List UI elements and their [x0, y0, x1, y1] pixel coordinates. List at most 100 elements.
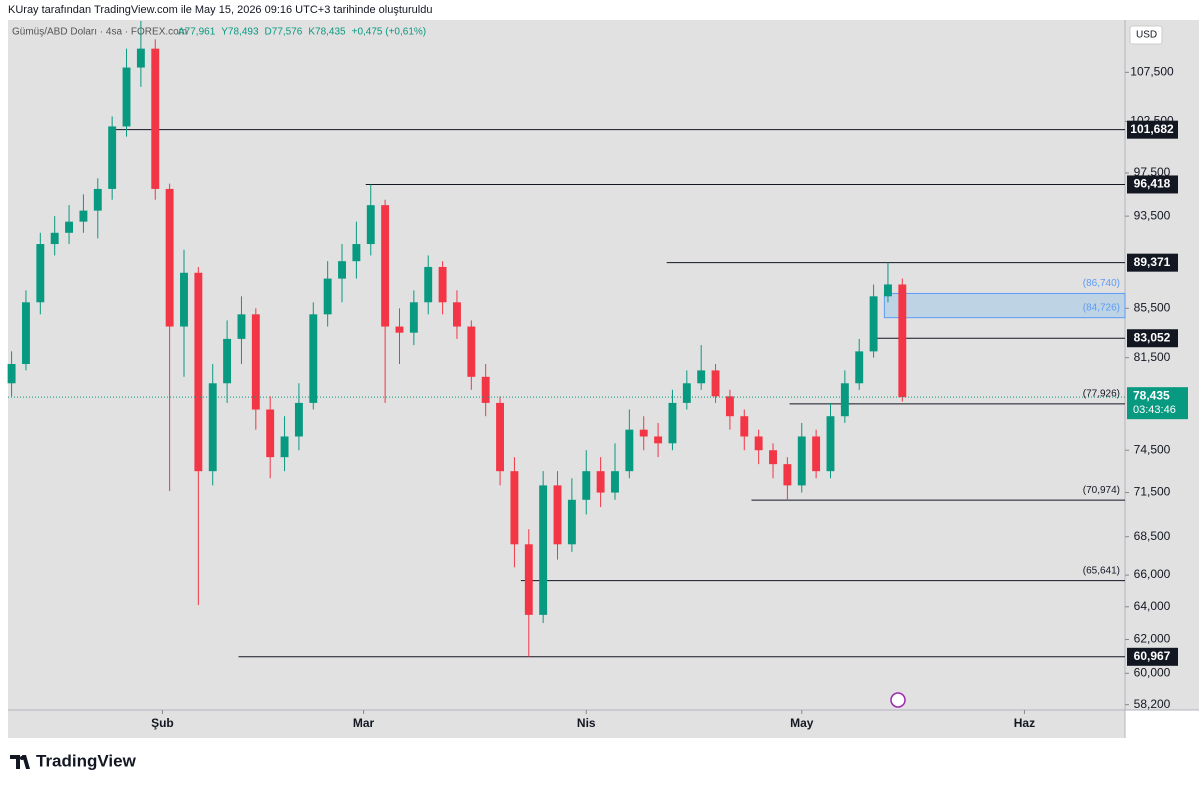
- y-tick-label: 60,000: [1134, 665, 1171, 679]
- candle-body: [682, 383, 691, 403]
- candle-body: [453, 302, 461, 327]
- brand-logo: TradingView: [10, 751, 137, 770]
- level-label: 83,052: [1134, 330, 1171, 344]
- x-tick-label: Nis: [577, 716, 596, 730]
- candle-body: [251, 314, 260, 410]
- candle-body: [582, 471, 591, 500]
- candle-body: [625, 429, 634, 472]
- candle-body: [855, 351, 864, 384]
- candle-body: [711, 370, 720, 397]
- candle-body: [194, 272, 203, 472]
- zone-label: (84,726): [1083, 302, 1120, 313]
- last-price-label: 78,435: [1133, 388, 1170, 402]
- candle-body: [539, 485, 548, 615]
- x-tick-label: Mar: [353, 716, 375, 730]
- legend-value: A77,961: [178, 27, 216, 38]
- y-tick-label: 74,500: [1134, 442, 1171, 456]
- level-label: 89,371: [1134, 255, 1171, 269]
- header: KUray tarafından TradingView.com ile May…: [8, 4, 432, 16]
- level-box: [1127, 253, 1178, 272]
- candle-body: [496, 402, 505, 472]
- candle-body: [898, 284, 907, 398]
- event-icon[interactable]: [890, 692, 906, 708]
- candle-body: [725, 396, 734, 417]
- y-tick-label: 71,500: [1134, 485, 1171, 499]
- candle-body: [611, 471, 619, 493]
- y-tick-label: 64,000: [1134, 599, 1171, 613]
- time-axis: [8, 710, 1125, 738]
- candle-body: [840, 383, 849, 417]
- logo-icon: [10, 755, 30, 769]
- candle-body: [93, 188, 102, 211]
- plot-area: [8, 20, 1125, 710]
- candle-body: [769, 450, 777, 465]
- candle-body: [812, 436, 821, 472]
- candle-body: [309, 314, 318, 403]
- level-box: [1127, 120, 1178, 139]
- candle-body: [884, 284, 892, 297]
- candle-body: [180, 272, 188, 327]
- zone-label: (86,740): [1083, 278, 1120, 289]
- candle-body: [740, 416, 749, 437]
- candle-body: [754, 436, 763, 451]
- level-box: [1127, 329, 1178, 348]
- level-label: 96,418: [1134, 177, 1171, 191]
- candle-body: [783, 464, 792, 486]
- y-tick-label: 68,500: [1134, 529, 1171, 543]
- candle-body: [797, 436, 806, 486]
- legend-value: D77,576: [265, 27, 303, 38]
- y-tick-label: 81,500: [1134, 350, 1171, 364]
- candle-body: [366, 205, 375, 245]
- currency: USD: [1136, 30, 1157, 41]
- candle-body: [668, 402, 677, 444]
- y-tick-label: 62,000: [1134, 632, 1171, 646]
- candle-body: [524, 544, 533, 615]
- candle-body: [409, 302, 418, 333]
- y-tick-label: 66,000: [1134, 567, 1171, 581]
- candle-body: [223, 338, 232, 384]
- candle-body: [424, 266, 433, 303]
- candle-body: [596, 471, 605, 493]
- candle-body: [826, 416, 835, 472]
- logo-dot: [20, 756, 24, 760]
- legend-value: +0,475 (+0,61%): [352, 27, 427, 38]
- legend-symbol: Gümüş/ABD Doları · 4sa · FOREX.com: [12, 27, 187, 38]
- candle-body: [352, 244, 361, 262]
- candle-body: [79, 210, 88, 222]
- candle-body: [323, 278, 332, 315]
- legend-value: K78,435: [308, 27, 346, 38]
- brand: TradingView: [36, 751, 137, 770]
- candle-body: [7, 364, 16, 384]
- candle-body: [151, 48, 160, 189]
- y-tick-label: 85,500: [1134, 300, 1171, 314]
- x-tick-label: May: [790, 716, 814, 730]
- candle-body: [50, 232, 59, 245]
- candle-body: [553, 485, 562, 545]
- candle-body: [36, 244, 45, 303]
- level-label: 60,967: [1134, 649, 1171, 663]
- candle-body: [280, 436, 289, 458]
- candle-body: [697, 370, 706, 384]
- candle-body: [567, 499, 576, 545]
- candle-body: [639, 429, 648, 437]
- candle-body: [108, 126, 117, 189]
- last-price-box: [1127, 387, 1188, 420]
- x-tick-label: Haz: [1014, 716, 1035, 730]
- zone: [883, 292, 1126, 319]
- currency-box: [1129, 25, 1163, 45]
- candle-body: [237, 314, 246, 339]
- level-label: (77,926): [1083, 389, 1120, 400]
- candle-body: [381, 205, 390, 327]
- candle-body: [510, 471, 519, 545]
- candle-body: [467, 326, 476, 377]
- y-tick-label: 93,500: [1134, 208, 1171, 222]
- candle-body: [294, 402, 303, 437]
- countdown: 03:43:46: [1133, 404, 1176, 416]
- candle-body: [165, 188, 174, 327]
- candle-body: [266, 409, 275, 458]
- x-tick-label: Şub: [151, 716, 174, 730]
- y-tick-label: 107,500: [1130, 65, 1174, 79]
- candle-body: [208, 383, 217, 472]
- candle-body: [136, 48, 145, 68]
